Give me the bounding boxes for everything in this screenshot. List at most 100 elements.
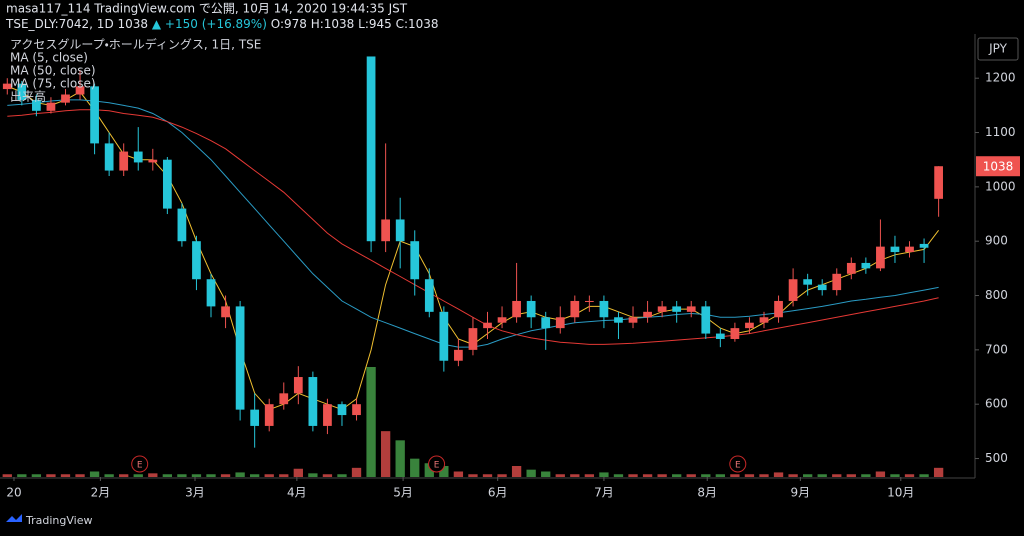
candle-body [206,279,216,307]
volume-bar [264,474,274,477]
candle-body [905,246,914,253]
currency[interactable]: JPY [988,42,1008,56]
x-tick-label: 20 [6,486,21,500]
candle-body [715,333,725,339]
volume-bar [366,367,376,477]
x-tick-label: 3月 [185,486,205,500]
candle-body [235,306,245,410]
volume-bar [60,474,71,477]
volume-bar [846,474,856,477]
candle-body [628,317,638,323]
candle-body [424,279,434,312]
y-tick-label: 800 [985,288,1008,302]
volume-bar [904,474,915,477]
volume-bar [541,471,551,477]
candle-body [483,322,492,329]
candle-body [148,159,158,163]
y-tick-label: 900 [985,234,1008,248]
candle-body [599,300,609,318]
volume-bar [89,471,100,477]
legend: アクセスグループ・ホールディングス, 1日, TSE MA (5, close)… [10,37,261,104]
event-marker[interactable] [131,455,149,473]
candle-body [337,404,347,416]
candle-body [774,300,783,318]
volume-bar [133,474,143,477]
symbol-line: TSE_DLY:7042, 1D 1038 ▲ +150 (+16.89%) O… [5,17,439,31]
candle-body [352,404,361,416]
candle-body [832,273,842,291]
volume-bar [715,474,725,477]
legend-entry: MA (75, close) [10,77,96,91]
last: 1038 [118,17,149,31]
volume-bar [395,440,405,477]
candle-body [366,56,376,242]
x-tick-label: 10月 [887,486,914,500]
candle-body [788,279,798,301]
event-label: E [137,461,143,471]
volume-bar [148,473,158,477]
plot: 500 600 700 800 900 1000 1100 1200 20 2月 3月 4月 5月 6月 7… [2,56,1020,500]
y-tick-label: 700 [985,342,1008,356]
x-tick-label: 6月 [488,486,508,500]
candle-body [104,143,114,171]
candle-body [730,328,740,339]
volume-bar [788,474,798,477]
candle-body [497,317,507,323]
publish-info: masa117_114 TradingView.com で公開, 10月 14,… [6,2,408,16]
volume-bar [817,474,827,477]
legend-entry: MA (50, close) [10,64,96,78]
candle-body [119,151,129,171]
volume-bar [308,473,318,477]
x-tick-label: 7月 [594,486,614,500]
volume-bar [744,474,755,477]
volume-bar [235,472,245,477]
candle-body [759,317,769,323]
volume-bar [31,474,42,477]
candle-body [512,300,521,318]
candle-body [133,151,143,163]
candle-body [90,86,99,144]
volume-bar [380,431,391,477]
candle-body [686,306,696,312]
y-tick-label: 600 [985,397,1008,411]
volume-bar [453,471,464,477]
volume-bar [206,474,216,477]
candle-body [876,246,885,269]
volume-bar [890,474,900,477]
y-tick-label: 1100 [985,125,1016,139]
volume-bar [17,474,27,477]
volume-bar [46,474,56,477]
y-tick-label: 1200 [985,71,1016,85]
x-tick-label: 5月 [393,486,413,500]
candle-body [701,306,711,334]
volume-bar [351,467,362,477]
candle-body [890,246,900,253]
volume-bar [599,472,609,477]
volume-bar [657,474,667,477]
candle-body [381,219,390,242]
y-tick-label: 500 [985,451,1008,465]
legend-entry: 出来高 [10,90,46,104]
event-marker[interactable] [428,455,446,473]
volume-bar [75,474,85,477]
volume-bar [191,474,202,477]
candle-body [454,349,463,361]
candle-body [32,99,41,111]
candle-body [46,102,56,111]
volume-bar [250,474,260,477]
event-marker[interactable] [729,455,747,473]
candle-body [395,219,405,242]
volume-bar [628,474,638,477]
volume-bar [511,466,522,477]
candle-body [61,94,70,103]
candle-body [17,83,27,100]
volume-bar [468,474,478,477]
volume-bar [613,474,624,477]
volume-bar [875,471,886,477]
candle-body [439,311,449,361]
candle-body [614,317,623,323]
volume-bar [526,469,536,477]
x-tick-label: 8月 [697,486,717,500]
currency-box[interactable] [977,37,1019,61]
